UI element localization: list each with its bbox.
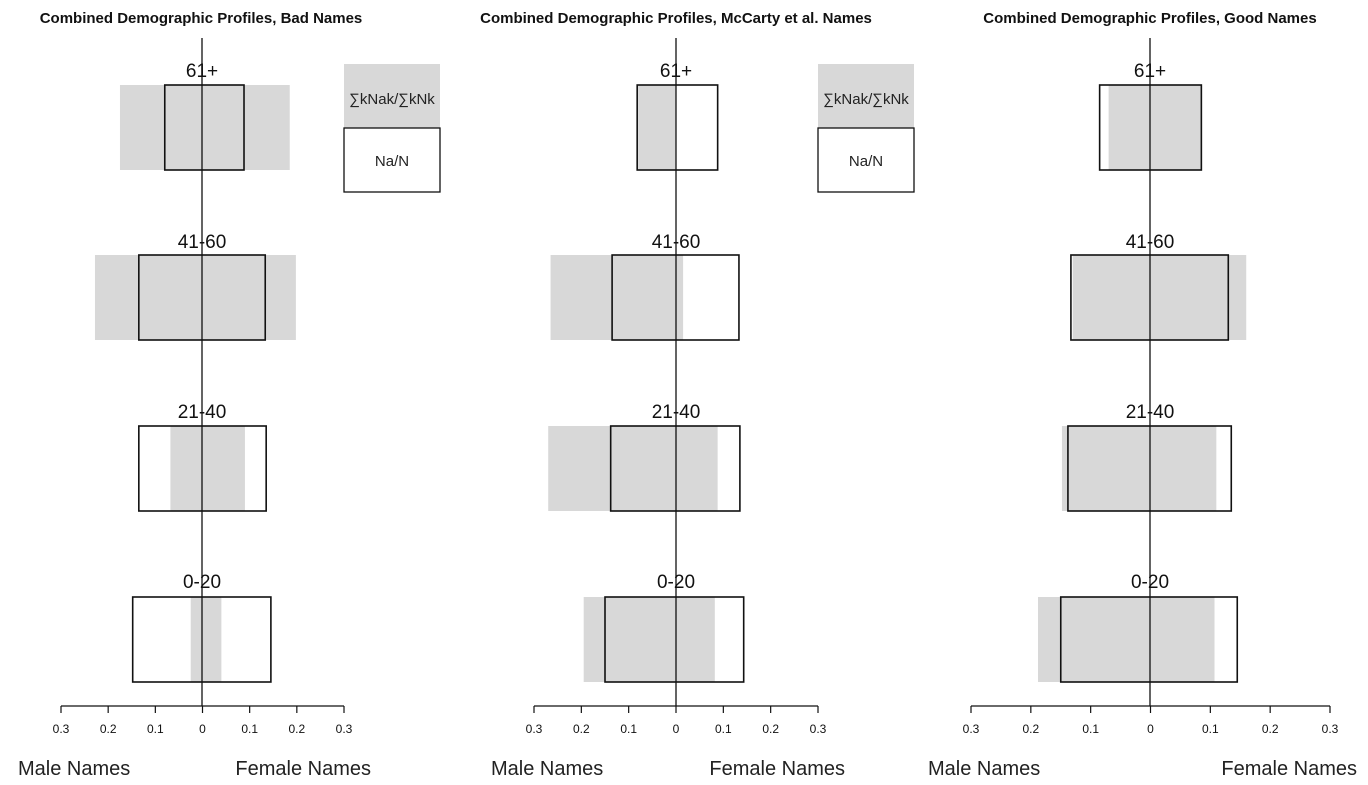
gray-bar	[190, 597, 222, 682]
gray-bar	[638, 85, 676, 170]
gray-bar	[1108, 85, 1202, 170]
x-tick-label: 0.1	[715, 722, 732, 736]
age-group-label: 21-40	[1126, 402, 1175, 423]
legend-outline-swatch	[817, 127, 915, 193]
outline-bar	[609, 425, 741, 512]
x-tick-label: 0.2	[1262, 722, 1279, 736]
legend-gray-swatch	[344, 64, 440, 128]
gray-bar	[550, 255, 684, 340]
x-tick-label: 0.2	[762, 722, 779, 736]
x-tick-label: 0.2	[573, 722, 590, 736]
legend-label-gray: ∑kNak/∑kNk	[823, 91, 909, 108]
outline-bar	[163, 84, 245, 171]
x-tick-label: 0.3	[53, 722, 70, 736]
legend: ∑kNak/∑kNk Na/N	[817, 64, 915, 193]
male-names-label: Male Names	[18, 758, 130, 780]
outline-bar	[636, 84, 719, 171]
panel-title: Combined Demographic Profiles, Bad Names	[40, 10, 363, 27]
legend-label-outline: Na/N	[375, 153, 409, 170]
x-tick-label: 0	[673, 722, 680, 736]
legend-label-gray: ∑kNak/∑kNk	[349, 91, 435, 108]
legend-outline-swatch	[343, 127, 441, 193]
x-tick-label: 0.3	[963, 722, 980, 736]
female-names-label: Female Names	[235, 758, 371, 780]
x-tick-label: 0.3	[336, 722, 353, 736]
age-group-label: 0-20	[183, 572, 221, 593]
x-tick-label: 0.2	[1022, 722, 1039, 736]
x-tick-label: 0	[199, 722, 206, 736]
gray-bar	[583, 597, 715, 682]
x-tick-label: 0.3	[810, 722, 827, 736]
panel-1: Combined Demographic Profiles, Bad Names…	[18, 10, 441, 780]
age-group-label: 41-60	[652, 232, 701, 253]
x-tick-label: 0.1	[1202, 722, 1219, 736]
legend-gray-swatch	[818, 64, 914, 128]
age-group-label: 61+	[1134, 61, 1166, 82]
x-tick-label: 0.1	[1082, 722, 1099, 736]
legend-label-outline: Na/N	[849, 153, 883, 170]
gray-bar	[170, 426, 245, 511]
gray-bar	[94, 255, 296, 340]
gray-bar	[1072, 255, 1247, 340]
legend: ∑kNak/∑kNk Na/N	[343, 64, 441, 193]
x-tick-label: 0.2	[100, 722, 117, 736]
age-group-label: 0-20	[1131, 572, 1169, 593]
panel-2: Combined Demographic Profiles, McCarty e…	[480, 10, 915, 780]
x-tick-label: 0.2	[288, 722, 305, 736]
male-names-label: Male Names	[491, 758, 603, 780]
male-names-label: Male Names	[928, 758, 1040, 780]
x-tick-label: 0.1	[620, 722, 637, 736]
x-tick-label: 0	[1147, 722, 1154, 736]
age-group-label: 21-40	[652, 402, 701, 423]
gray-bar	[1038, 597, 1215, 682]
outline-bar	[604, 596, 745, 683]
age-group-label: 61+	[186, 61, 218, 82]
age-group-label: 0-20	[657, 572, 695, 593]
x-tick-label: 0.3	[526, 722, 543, 736]
female-names-label: Female Names	[1221, 758, 1357, 780]
panel-3: Combined Demographic Profiles, Good Name…	[928, 10, 1357, 780]
outline-bar	[1059, 596, 1239, 683]
panel-title: Combined Demographic Profiles, McCarty e…	[480, 10, 872, 27]
gray-bar	[548, 426, 718, 511]
female-names-label: Female Names	[709, 758, 845, 780]
age-group-label: 41-60	[1126, 232, 1175, 253]
gray-bar	[1061, 426, 1217, 511]
panel-title: Combined Demographic Profiles, Good Name…	[983, 10, 1316, 27]
x-tick-label: 0.1	[147, 722, 164, 736]
x-tick-label: 0.3	[1322, 722, 1339, 736]
age-group-label: 21-40	[178, 402, 227, 423]
gray-bar	[119, 85, 290, 170]
age-group-label: 41-60	[178, 232, 227, 253]
age-group-label: 61+	[660, 61, 692, 82]
x-tick-label: 0.1	[241, 722, 258, 736]
